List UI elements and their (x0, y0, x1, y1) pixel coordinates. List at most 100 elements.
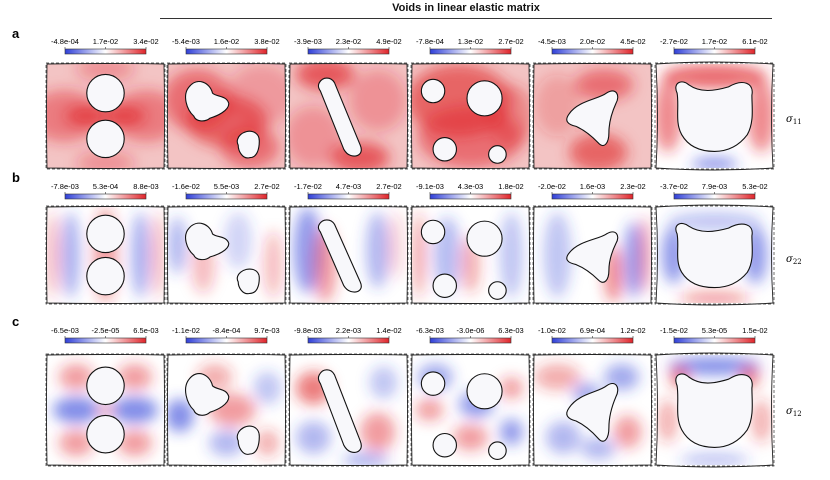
void (675, 373, 753, 448)
colorbar-tick-label: -1.6e-02 (172, 182, 200, 191)
colorbar-tick-label: -2.5e-05 (92, 326, 120, 335)
colorbar (551, 48, 634, 55)
stress-contour (226, 64, 285, 127)
stress-field-panel-11-4 (410, 62, 531, 170)
void (317, 219, 362, 293)
undeformed-boundary (654, 205, 775, 305)
stress-contour (61, 211, 80, 299)
void (236, 130, 260, 159)
colorbar-tick-label: -7.8e-04 (416, 37, 444, 46)
colorbar-tick-label: 1.2e-02 (620, 326, 645, 335)
stress-field-panel-12-3 (288, 353, 409, 467)
colorbar-tick-label: -1.7e-02 (294, 182, 322, 191)
colorbar-tick-label: -1.0e-02 (538, 326, 566, 335)
colorbar-tick-label: -3.7e-02 (660, 182, 688, 191)
colorbar-tick-label: 4.7e-03 (336, 182, 361, 191)
stress-contour (58, 363, 94, 391)
stress-contour (569, 133, 628, 168)
void (675, 223, 753, 289)
colorbar-tick-label: 1.6e-03 (580, 182, 605, 191)
void (566, 231, 619, 283)
colorbar-tick-label: 9.7e-03 (254, 326, 279, 335)
row-label-sigma11: σ11 (786, 114, 802, 126)
stress-contour (656, 79, 682, 153)
deformed-boundary (533, 63, 652, 169)
undeformed-boundary (166, 62, 287, 170)
stress-contour (253, 371, 282, 405)
stress-contour (679, 454, 750, 465)
deformed-boundary (289, 63, 408, 169)
stress-contour (388, 211, 403, 279)
void (86, 73, 125, 113)
deformed-boundary (46, 354, 165, 466)
undeformed-boundary (410, 205, 531, 305)
void (236, 425, 260, 455)
stress-contour (366, 211, 390, 289)
stress-contour (413, 211, 425, 299)
colorbar (673, 193, 756, 200)
deformed-boundary (411, 206, 530, 304)
stress-contour (545, 421, 581, 454)
undeformed-boundary (288, 62, 409, 170)
stress-field-panel-22-3 (288, 205, 409, 305)
colorbar-tick-label: 2.7e-02 (254, 182, 279, 191)
void (488, 441, 507, 461)
stress-contour (111, 396, 159, 424)
colorbar-tick-label: 6.1e-02 (742, 37, 767, 46)
deformed-boundary (655, 61, 774, 171)
colorbar-tick-label: 1.7e-02 (93, 37, 118, 46)
deformed-boundary (167, 354, 286, 466)
colorbar-tick-label: -6.5e-03 (51, 326, 79, 335)
stress-contour (168, 399, 194, 432)
colorbar-tick-label: -9.8e-03 (294, 326, 322, 335)
void (86, 414, 125, 454)
stress-contour (751, 399, 771, 443)
deformed-boundary (167, 63, 286, 169)
stress-field-panel-22-6 (654, 204, 775, 306)
colorbar (307, 193, 390, 200)
stress-contour (613, 415, 642, 449)
undeformed-boundary (288, 353, 409, 467)
deformed-boundary (46, 63, 165, 169)
colorbar-tick-label: 1.6e-02 (214, 37, 239, 46)
deformed-boundary (411, 354, 530, 466)
void (317, 77, 362, 157)
stress-field-panel-11-3 (288, 62, 409, 170)
panel-letter-b: b (12, 170, 20, 185)
stress-contour (580, 437, 616, 460)
colorbar (64, 337, 147, 344)
colorbar-tick-label: -4.5e-03 (538, 37, 566, 46)
void (432, 432, 458, 458)
stress-contour (658, 399, 678, 443)
colorbar-tick-label: 4.3e-03 (458, 182, 483, 191)
stress-contour (131, 211, 150, 299)
stress-contour (117, 363, 153, 391)
colorbar (673, 337, 756, 344)
stress-contour (667, 357, 762, 375)
colorbar (673, 48, 756, 55)
undeformed-boundary (654, 62, 775, 170)
void (488, 281, 507, 300)
stress-field-panel-22-2 (166, 205, 287, 305)
stress-field-panel-12-4 (410, 353, 531, 467)
void (488, 145, 507, 164)
stress-contour (691, 158, 738, 168)
colorbar (307, 48, 390, 55)
stress-contour (499, 377, 524, 399)
deformed-boundary (289, 354, 408, 466)
stress-field-panel-12-1 (45, 353, 166, 467)
colorbar-tick-label: -3.0e-06 (457, 326, 485, 335)
colorbar (64, 193, 147, 200)
colorbar-tick-label: -1.5e-02 (660, 326, 688, 335)
stress-contour (47, 211, 59, 299)
void (432, 273, 458, 298)
stress-contour (415, 399, 444, 421)
colorbar-tick-label: 4.5e-02 (620, 37, 645, 46)
colorbar (551, 337, 634, 344)
colorbar-tick-label: 1.8e-02 (498, 182, 523, 191)
stress-contour (255, 429, 280, 457)
undeformed-boundary (45, 353, 166, 467)
stress-contour (295, 64, 355, 90)
colorbar-tick-label: 3.4e-02 (133, 37, 158, 46)
colorbar-tick-label: 2.3e-02 (336, 37, 361, 46)
